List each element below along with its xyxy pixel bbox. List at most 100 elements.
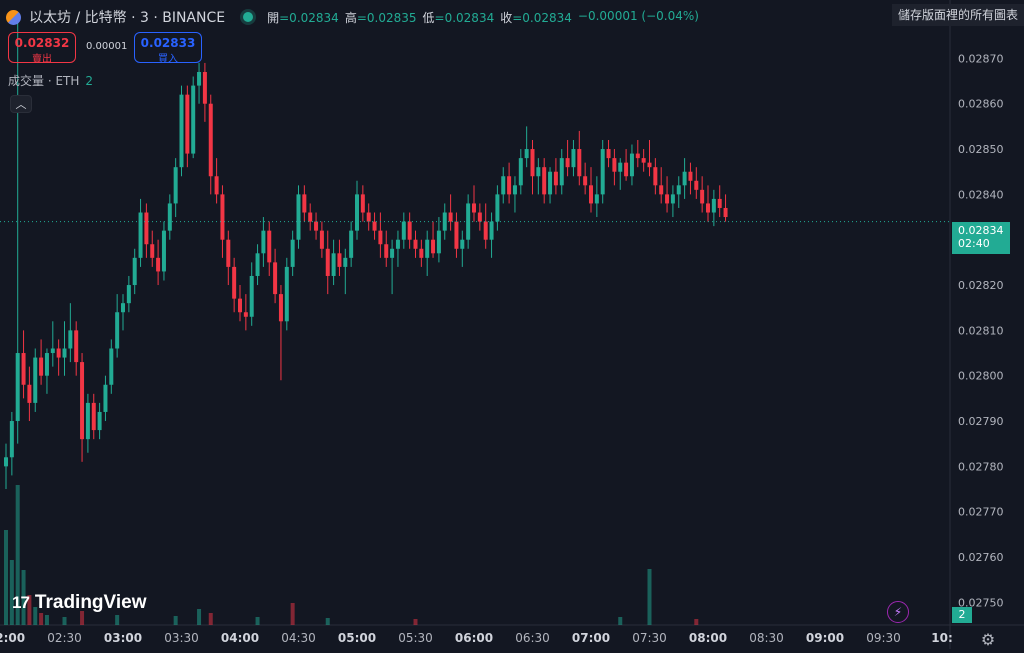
- candle-body: [4, 457, 8, 467]
- x-tick-label: 06:30: [515, 631, 550, 645]
- bar-countdown: 02:40: [958, 237, 990, 250]
- sell-price: 0.02832: [14, 36, 70, 50]
- candle-body: [308, 212, 313, 222]
- candle-body: [571, 149, 576, 168]
- candle-body: [109, 348, 114, 385]
- candle-body: [44, 353, 49, 376]
- candle-body: [261, 230, 266, 254]
- candle-body: [706, 203, 710, 213]
- candle-body: [21, 353, 26, 385]
- volume-bar: [694, 619, 699, 625]
- x-tick-label: 03:00: [104, 631, 142, 645]
- candle-body: [360, 194, 365, 213]
- candle-body: [425, 239, 430, 258]
- candle-body: [15, 353, 20, 422]
- candle-body: [115, 312, 120, 349]
- candle-body: [413, 239, 418, 249]
- candle-body: [700, 189, 705, 204]
- volume-bar: [27, 595, 32, 625]
- candle-body: [723, 207, 728, 218]
- tradingview-logo[interactable]: 17 TradingView: [12, 592, 147, 614]
- volume-bar: [255, 617, 260, 625]
- ohlc-low: 低=0.02834: [422, 10, 495, 25]
- y-tick-label: 0.02820: [958, 279, 1004, 292]
- candle-body: [355, 194, 359, 231]
- x-tick-label: 05:30: [398, 631, 433, 645]
- candle-body: [460, 239, 465, 249]
- candle-body: [314, 221, 319, 231]
- candle-body: [150, 244, 155, 258]
- candle-body: [536, 167, 541, 177]
- volume-legend-label: 成交量 · ETH: [8, 74, 80, 88]
- candle-body: [647, 162, 652, 168]
- x-tick-label: 06:00: [455, 631, 493, 645]
- candle-body: [419, 248, 424, 258]
- candle-body: [659, 185, 664, 195]
- candle-body: [126, 285, 131, 304]
- volume-bar: [4, 530, 8, 625]
- candle-body: [331, 253, 336, 276]
- candle-body: [594, 194, 599, 204]
- candle-body: [390, 248, 395, 258]
- y-tick-label: 0.02790: [958, 415, 1004, 428]
- chevron-up-icon[interactable]: ︿: [10, 95, 32, 113]
- y-tick-label: 0.02760: [958, 551, 1004, 564]
- candle-body: [39, 357, 44, 376]
- sell-button[interactable]: 0.02832 賣出: [8, 32, 76, 65]
- candle-body: [635, 153, 640, 159]
- candle-body: [472, 203, 476, 213]
- candle-body: [173, 167, 178, 204]
- candle-body: [167, 203, 172, 231]
- candle-body: [85, 402, 90, 440]
- lightning-icon[interactable]: ⚡: [887, 601, 909, 623]
- x-tick-label: 02:30: [47, 631, 82, 645]
- volume-bar: [33, 607, 38, 625]
- candle-body: [565, 158, 570, 168]
- gear-icon[interactable]: ⚙: [980, 629, 996, 649]
- eth-btc-coin-icon[interactable]: [6, 9, 21, 25]
- candle-body: [255, 253, 260, 276]
- x-tick-label: 02:00: [0, 631, 25, 645]
- candle-body: [618, 162, 623, 172]
- candle-body: [226, 239, 231, 267]
- candle-body: [489, 221, 494, 240]
- candle-body: [208, 103, 213, 177]
- candle-body: [366, 212, 371, 222]
- x-tick-label: 03:30: [164, 631, 199, 645]
- candle-body: [138, 212, 143, 258]
- ohlc-values: 開=0.02834 高=0.02835 低=0.02834 收=0.02834 …: [267, 9, 699, 26]
- candle-body: [589, 185, 593, 204]
- candle-body: [238, 298, 242, 313]
- candle-body: [512, 185, 517, 195]
- volume-bar: [618, 617, 623, 625]
- candle-body: [121, 303, 125, 313]
- candle-body: [606, 149, 611, 159]
- volume-bar: [21, 570, 26, 625]
- candle-body: [507, 176, 512, 195]
- candle-body: [144, 212, 149, 245]
- candle-body: [156, 257, 161, 272]
- volume-bar: [290, 603, 295, 625]
- volume-legend[interactable]: 成交量 · ETH 2: [8, 72, 93, 89]
- symbol-title[interactable]: 以太坊 / 比特幣 · 3 · BINANCE: [29, 10, 226, 26]
- candle-body: [325, 248, 330, 276]
- last-price-value: 0.02834: [958, 224, 1004, 237]
- candle-body: [161, 230, 166, 272]
- ohlc-high: 高=0.02835: [344, 10, 417, 25]
- candle-body: [372, 221, 377, 231]
- candle-body: [431, 239, 436, 254]
- candle-body: [191, 85, 196, 154]
- candle-body: [27, 384, 32, 403]
- tradingview-logo-mark: 17: [12, 593, 30, 612]
- candle-body: [349, 230, 354, 258]
- y-tick-label: 0.02860: [958, 98, 1004, 111]
- x-tick-label: 08:30: [749, 631, 784, 645]
- candle-body: [384, 244, 389, 258]
- candle-body: [542, 167, 547, 195]
- buy-button[interactable]: 0.02833 買入: [134, 32, 202, 65]
- y-tick-label: 0.02840: [958, 188, 1004, 201]
- candle-body: [132, 257, 137, 286]
- candle-body: [74, 330, 79, 363]
